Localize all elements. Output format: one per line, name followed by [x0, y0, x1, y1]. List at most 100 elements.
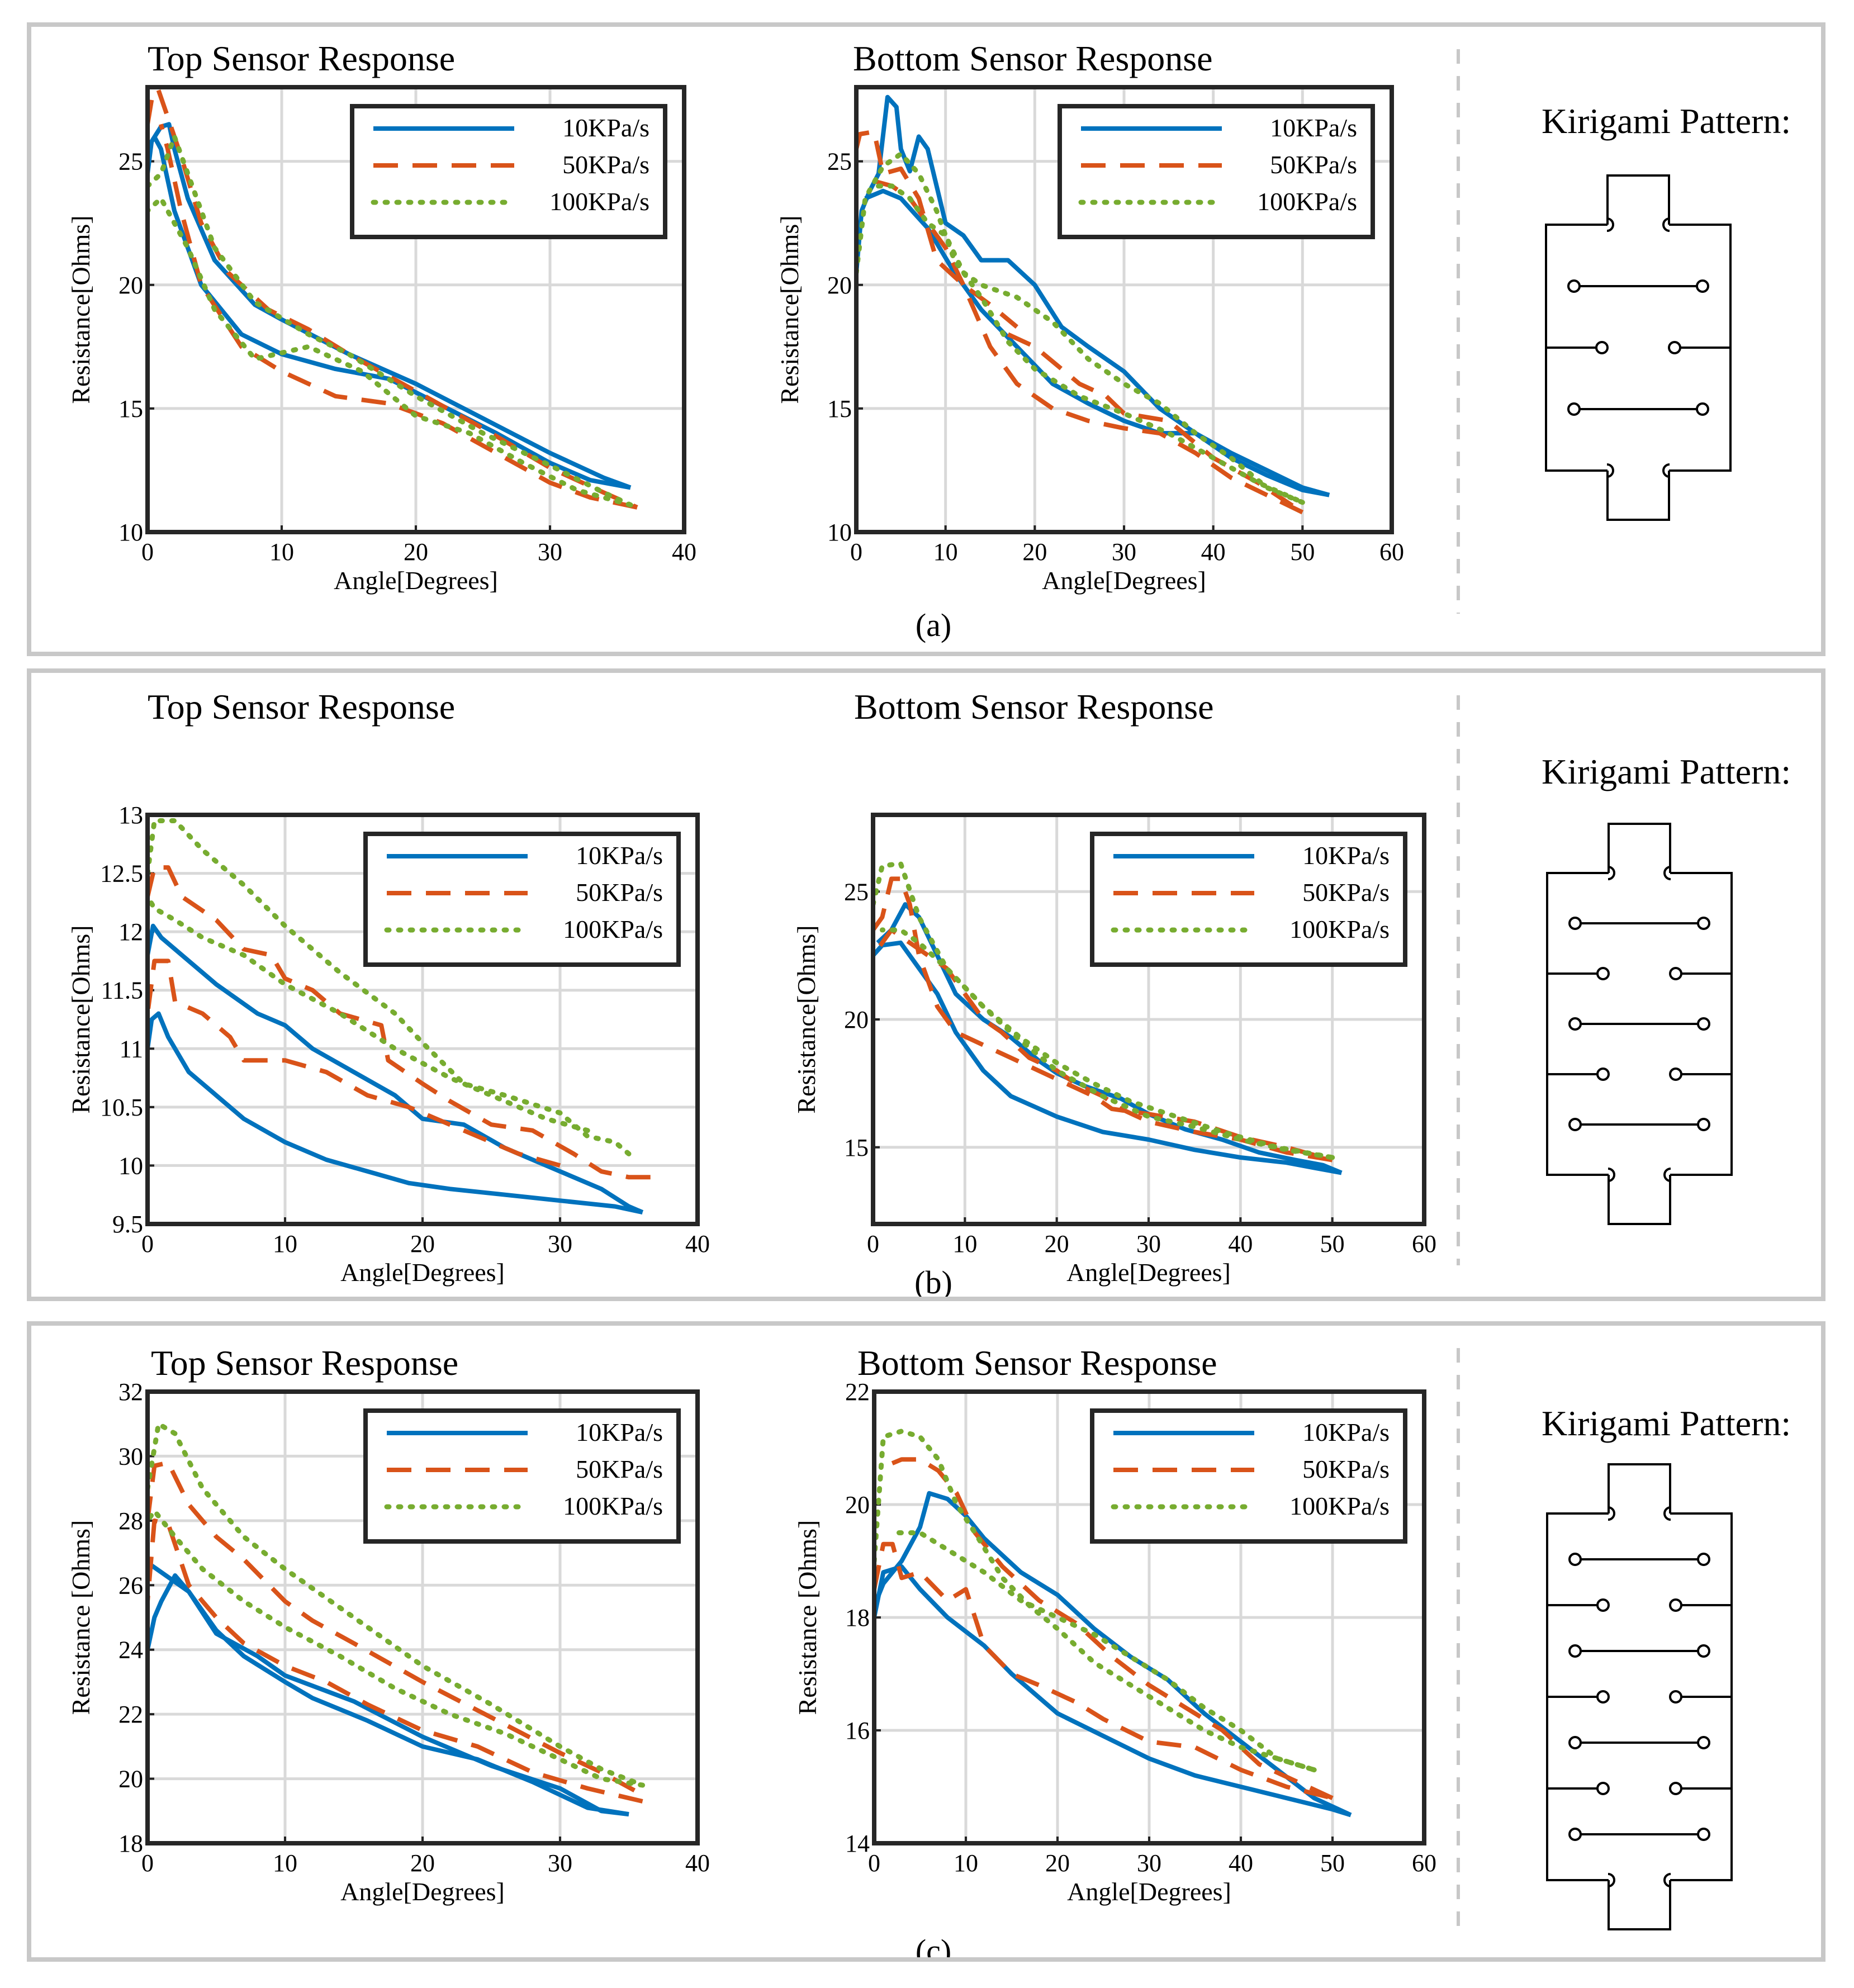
x-tick-label: 40 — [672, 538, 696, 566]
chart-1-bottom: Bottom Sensor Response 0 10 20 30 40 50 60 15 20 2… — [792, 687, 1436, 1287]
y-tick-label: 18 — [118, 1830, 143, 1857]
x-tick-label: 10 — [273, 1230, 297, 1258]
y-tick-label: 13 — [118, 801, 143, 829]
y-tick-label: 20 — [844, 1006, 869, 1033]
slit-end-hole — [1568, 1736, 1582, 1749]
plot-frame — [854, 85, 1394, 534]
y-axis-label: Resistance[Ohms] — [792, 925, 821, 1113]
slit-end-hole — [1669, 1690, 1682, 1704]
chart-1-top: Top Sensor Response 0 10 20 30 40 9.5 10 10.5 11 1… — [67, 687, 710, 1287]
series-line-100KPa/s — [148, 134, 633, 507]
series-line-100KPa/s — [871, 183, 1305, 505]
legend: 10KPa/s 50KPa/s 100KPa/s — [350, 104, 667, 239]
x-tick-label: 20 — [1045, 1849, 1070, 1877]
x-tick-label: 10 — [933, 538, 958, 566]
slit-end-hole — [1669, 1598, 1682, 1612]
series-line-100KPa/s — [148, 894, 590, 1133]
x-tick-label: 10 — [954, 1849, 978, 1877]
x-axis-label: Angle[Degrees] — [1067, 1877, 1231, 1906]
x-tick-label: 10 — [269, 538, 294, 566]
y-axis-label: Resistance[Ohms] — [775, 215, 804, 404]
x-tick-label: 10 — [273, 1849, 297, 1877]
series-line-50KPa/s — [159, 124, 638, 510]
series-line-10KPa/s — [152, 135, 631, 490]
x-tick-label: 0 — [141, 1230, 154, 1258]
y-tick-label: 20 — [118, 272, 143, 299]
y-axis-label: Resistance[Ohms] — [67, 925, 95, 1113]
slit-end-hole — [1595, 341, 1609, 354]
x-tick-label: 20 — [410, 1849, 435, 1877]
notch — [1608, 866, 1615, 880]
series-line-10KPa/s — [148, 1573, 629, 1817]
series-line-50KPa/s — [873, 927, 1333, 1163]
legend: 10KPa/s 50KPa/s 100KPa/s — [1058, 104, 1375, 239]
series-line-100KPa/s — [890, 1530, 1317, 1773]
series-line-50KPa/s — [148, 865, 657, 1180]
kirigami-pattern-0: Kirigami Pattern: — [1542, 101, 1791, 521]
x-tick-label: 30 — [1136, 1230, 1161, 1258]
x-tick-label: 0 — [141, 538, 154, 566]
chart-title: Top Sensor Response — [151, 1343, 458, 1383]
x-axis-label: Angle[Degrees] — [340, 1877, 505, 1906]
chart-title: Bottom Sensor Response — [857, 1343, 1217, 1383]
notch — [1663, 1168, 1671, 1182]
x-tick-label: 40 — [1229, 1849, 1253, 1877]
x-tick-label: 60 — [1412, 1230, 1436, 1258]
legend-label: 100KPa/s — [563, 915, 663, 943]
legend-label: 10KPa/s — [576, 1418, 663, 1446]
panel-c-canvas: Top Sensor Response 0 10 20 30 40 18 20 22 24 26 28… — [67, 1343, 1791, 1957]
slit-end-hole — [1697, 1828, 1710, 1841]
x-tick-label: 30 — [548, 1230, 572, 1258]
series-line-50KPa/s — [148, 959, 561, 1168]
legend-label: 50KPa/s — [1302, 1455, 1390, 1483]
x-tick-label: 60 — [1412, 1849, 1436, 1877]
slit-end-hole — [1697, 1736, 1710, 1749]
x-tick-label: 30 — [1112, 538, 1136, 566]
y-axis-label: Resistance [Ohms] — [67, 1520, 95, 1715]
legend-label: 50KPa/s — [562, 150, 649, 179]
chart-2-top: Top Sensor Response 0 10 20 30 40 18 20 22 24 26 28… — [67, 1343, 710, 1906]
y-tick-label: 11.5 — [101, 977, 143, 1004]
x-tick-label: 20 — [410, 1230, 435, 1258]
notch — [1606, 217, 1614, 232]
y-tick-label: 15 — [118, 395, 143, 423]
y-tick-label: 12 — [118, 918, 143, 946]
series-line-10KPa/s — [864, 188, 1330, 497]
x-tick-label: 0 — [867, 1230, 879, 1258]
plot-frame — [145, 85, 686, 534]
y-tick-label: 22 — [845, 1378, 870, 1406]
legend-label: 100KPa/s — [1257, 187, 1357, 216]
slit-end-hole — [1596, 1598, 1610, 1612]
slit-end-hole — [1568, 1644, 1582, 1658]
x-axis-label: Angle[Degrees] — [334, 566, 498, 595]
plot-frame — [871, 813, 1426, 1226]
slit-end-hole — [1568, 1118, 1582, 1131]
series-line-50KPa/s — [864, 179, 1304, 515]
series-line-100KPa/s — [879, 927, 1335, 1160]
legend: 10KPa/s 50KPa/s 100KPa/s — [363, 832, 681, 967]
y-tick-label: 20 — [845, 1491, 870, 1519]
legend: 10KPa/s 50KPa/s 100KPa/s — [363, 1408, 681, 1544]
notch — [1608, 1168, 1615, 1182]
series-100KPa/s — [148, 1421, 646, 1788]
slit-end-hole — [1568, 1017, 1582, 1031]
x-tick-label: 20 — [1045, 1230, 1069, 1258]
plot-frame — [145, 1389, 700, 1845]
x-tick-label: 30 — [538, 538, 562, 566]
notch — [1662, 463, 1670, 478]
y-tick-label: 20 — [118, 1766, 143, 1793]
chart-title: Top Sensor Response — [148, 39, 455, 78]
y-tick-label: 25 — [118, 148, 143, 175]
legend: 10KPa/s 50KPa/s 100KPa/s — [1090, 832, 1407, 967]
x-tick-label: 0 — [141, 1849, 154, 1877]
y-tick-label: 30 — [118, 1443, 143, 1470]
plot-frame — [145, 813, 700, 1226]
slit-end-hole — [1596, 1782, 1610, 1795]
series-50KPa/s — [148, 865, 657, 1180]
legend-label: 100KPa/s — [1289, 915, 1390, 943]
y-tick-label: 9.5 — [112, 1211, 143, 1238]
notch — [1606, 463, 1614, 478]
x-tick-label: 20 — [404, 538, 428, 566]
y-tick-label: 10.5 — [100, 1094, 143, 1121]
